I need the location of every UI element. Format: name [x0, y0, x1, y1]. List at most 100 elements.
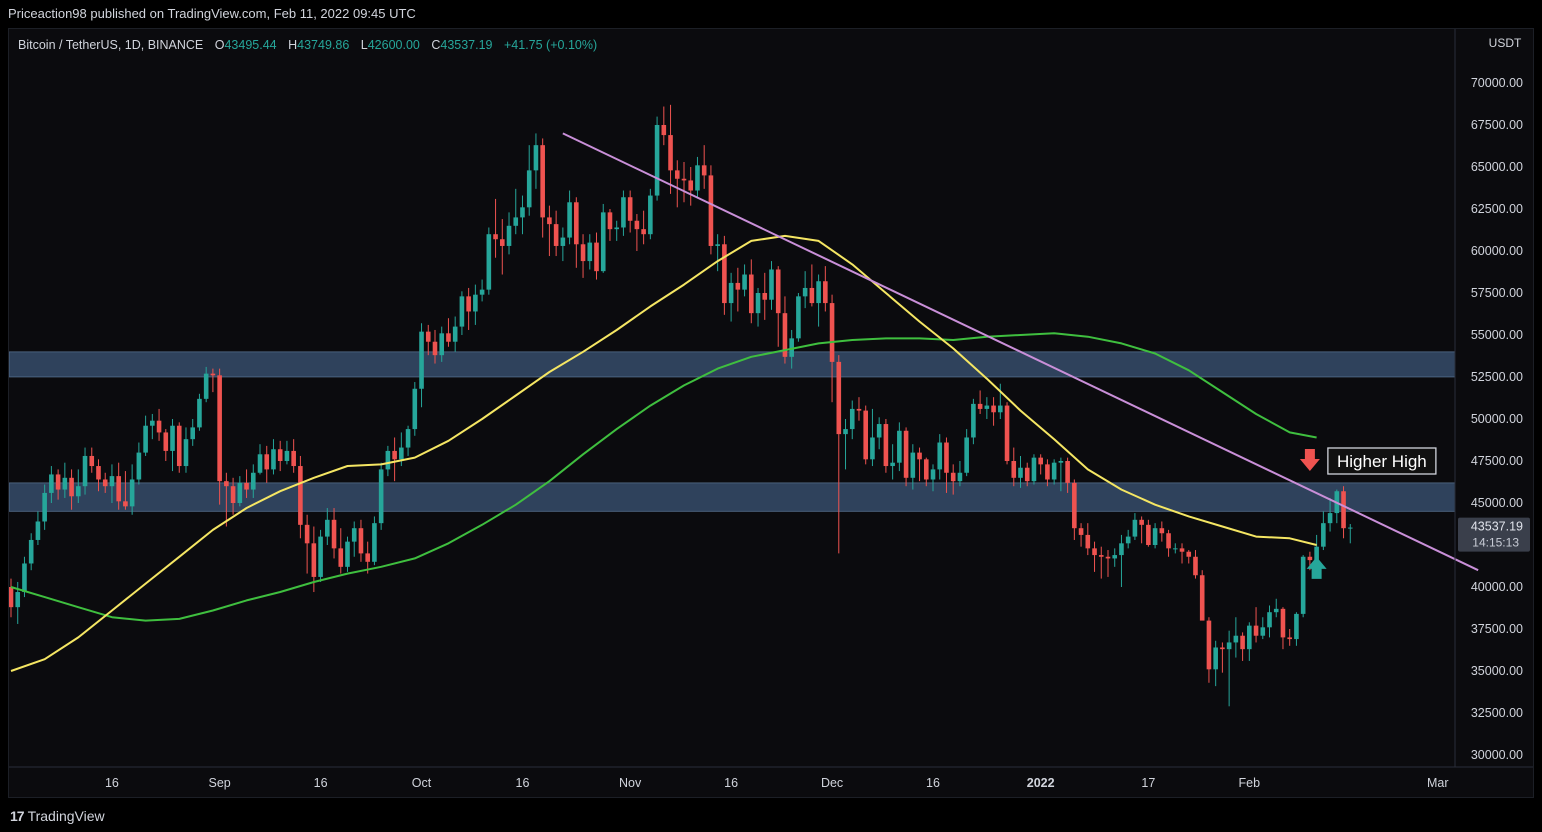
candle[interactable]: [1347, 524, 1353, 544]
candle[interactable]: [1146, 519, 1151, 547]
candle[interactable]: [230, 477, 236, 515]
candle[interactable]: [560, 227, 566, 262]
candle[interactable]: [123, 471, 128, 510]
candle[interactable]: [479, 279, 485, 302]
candle[interactable]: [1024, 462, 1030, 487]
candle[interactable]: [991, 397, 996, 426]
candle[interactable]: [937, 434, 943, 480]
candle[interactable]: [984, 397, 990, 419]
candle[interactable]: [82, 447, 88, 495]
currency-label[interactable]: USDT: [1489, 36, 1522, 50]
candle[interactable]: [257, 444, 263, 475]
candle[interactable]: [1085, 523, 1091, 556]
current-price-tag[interactable]: 43537.19 14:15:13: [1458, 517, 1530, 552]
candle[interactable]: [553, 210, 559, 257]
moving-average-slow-line[interactable]: [10, 332, 1317, 622]
candle[interactable]: [35, 511, 41, 545]
candle[interactable]: [917, 447, 922, 482]
candle[interactable]: [331, 508, 337, 559]
candle[interactable]: [520, 195, 525, 235]
candle[interactable]: [1294, 612, 1299, 646]
candle[interactable]: [291, 439, 296, 473]
candle[interactable]: [607, 209, 613, 241]
candle[interactable]: [1280, 607, 1286, 650]
candle[interactable]: [971, 398, 976, 445]
candle[interactable]: [1233, 617, 1239, 658]
candle[interactable]: [1334, 489, 1340, 524]
candle[interactable]: [856, 397, 862, 421]
candle[interactable]: [775, 266, 781, 347]
higher-high-annotation[interactable]: Higher High: [1327, 447, 1437, 475]
candle[interactable]: [513, 188, 519, 235]
candle[interactable]: [849, 400, 855, 440]
candle[interactable]: [1065, 457, 1070, 493]
candle[interactable]: [1098, 546, 1104, 579]
candle[interactable]: [722, 235, 727, 315]
candle[interactable]: [183, 427, 189, 473]
candle[interactable]: [728, 272, 734, 322]
candle[interactable]: [405, 425, 411, 456]
candle[interactable]: [1287, 629, 1292, 646]
candle[interactable]: [1267, 605, 1272, 638]
candle[interactable]: [950, 464, 956, 495]
candle[interactable]: [802, 271, 808, 309]
candle[interactable]: [28, 533, 34, 571]
candle[interactable]: [1045, 459, 1050, 487]
candle[interactable]: [1179, 543, 1185, 564]
candle[interactable]: [681, 161, 687, 203]
candle[interactable]: [533, 133, 539, 189]
candle[interactable]: [62, 462, 68, 498]
candle[interactable]: [102, 472, 108, 493]
candle[interactable]: [688, 167, 694, 206]
candle[interactable]: [150, 413, 155, 440]
candle[interactable]: [836, 355, 842, 554]
candle[interactable]: [1273, 598, 1279, 618]
candle[interactable]: [876, 417, 882, 450]
candle[interactable]: [1253, 607, 1259, 643]
candle[interactable]: [910, 444, 916, 490]
candle[interactable]: [1058, 457, 1064, 492]
candle[interactable]: [203, 366, 209, 403]
candle[interactable]: [526, 145, 532, 216]
candle[interactable]: [1220, 642, 1225, 673]
candle[interactable]: [587, 234, 593, 270]
candle[interactable]: [244, 469, 249, 498]
candle[interactable]: [1051, 459, 1057, 485]
candle[interactable]: [452, 316, 458, 352]
candle[interactable]: [446, 318, 451, 347]
candle[interactable]: [964, 429, 969, 477]
candle[interactable]: [96, 459, 101, 492]
candle[interactable]: [1226, 630, 1232, 707]
candle[interactable]: [163, 429, 169, 461]
descending-trendline[interactable]: [562, 132, 1479, 572]
candle[interactable]: [641, 210, 646, 245]
candle[interactable]: [661, 106, 667, 146]
candle[interactable]: [574, 197, 579, 268]
candle[interactable]: [695, 156, 700, 198]
candle[interactable]: [1186, 550, 1192, 564]
candle[interactable]: [600, 203, 606, 273]
candle[interactable]: [271, 439, 276, 475]
tradingview-logo[interactable]: 17 TradingView: [10, 808, 105, 824]
candle[interactable]: [190, 419, 196, 446]
candle[interactable]: [277, 440, 283, 472]
candle[interactable]: [1004, 402, 1010, 465]
candle[interactable]: [385, 445, 391, 477]
candle[interactable]: [109, 464, 115, 503]
candle[interactable]: [944, 437, 949, 493]
candle[interactable]: [1321, 511, 1326, 551]
candle[interactable]: [493, 198, 498, 258]
candle[interactable]: [654, 116, 660, 201]
candle[interactable]: [1206, 617, 1212, 683]
candle[interactable]: [372, 516, 377, 566]
candle[interactable]: [1213, 640, 1218, 687]
candle[interactable]: [762, 272, 768, 320]
candle[interactable]: [843, 419, 848, 470]
candle[interactable]: [197, 393, 202, 431]
candle[interactable]: [55, 469, 61, 500]
candle[interactable]: [473, 284, 478, 325]
candle[interactable]: [412, 382, 418, 436]
candle[interactable]: [977, 390, 983, 414]
candle[interactable]: [870, 408, 875, 467]
candle[interactable]: [1031, 454, 1037, 485]
